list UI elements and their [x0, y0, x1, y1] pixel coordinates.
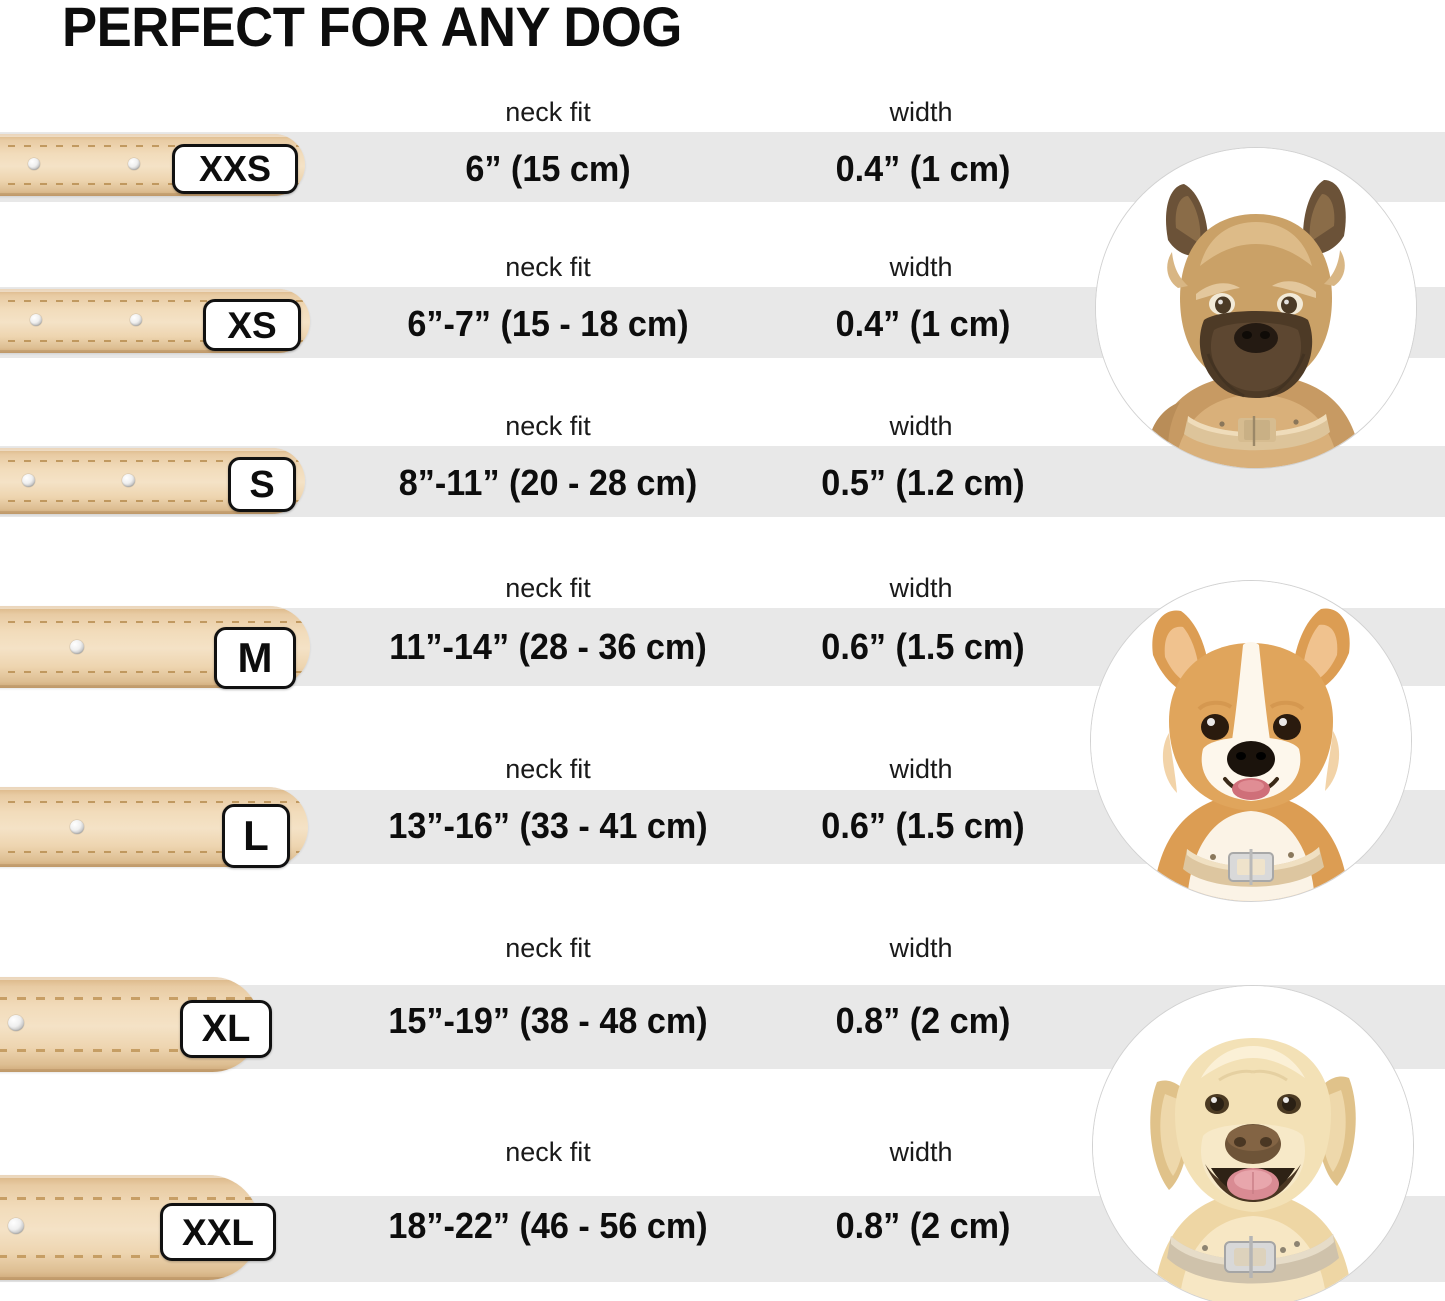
size-label: XXS [198, 148, 272, 189]
neck-fit-header: neck fit [505, 933, 591, 963]
neck-fit-value: 6”-7” (15 - 18 cm) [407, 303, 689, 344]
terrier-dog-photo [1095, 147, 1417, 469]
size-label: XS [227, 304, 277, 346]
collar-rivet [122, 474, 135, 487]
neck-fit-header: neck fit [505, 1137, 591, 1167]
page-title: PERFECT FOR ANY DOG [62, 0, 682, 58]
width-header: width [889, 252, 953, 282]
size-label: XXL [182, 1211, 254, 1253]
width-header: width [889, 754, 953, 784]
width-value: 0.8” (2 cm) [835, 1000, 1011, 1041]
width-value: 0.4” (1 cm) [835, 303, 1011, 344]
neck-fit-value: 15”-19” (38 - 48 cm) [388, 1000, 708, 1041]
size-badge-xxl: XXL [160, 1203, 276, 1261]
size-badge-xxs: XXS [172, 144, 298, 194]
collar-rivet [30, 314, 42, 326]
size-badge-m: M [214, 627, 296, 689]
size-badge-xs: XS [203, 299, 301, 351]
size-label: S [249, 463, 275, 506]
collar-rivet [70, 820, 84, 834]
neck-fit-header: neck fit [505, 573, 591, 603]
collar-rivet [130, 314, 142, 326]
size-badge-s: S [228, 457, 296, 512]
collar-rivet [22, 474, 35, 487]
collar-rivet [8, 1015, 24, 1031]
width-value: 0.6” (1.5 cm) [821, 805, 1025, 846]
width-header: width [889, 97, 953, 127]
neck-fit-header: neck fit [505, 411, 591, 441]
neck-fit-header: neck fit [505, 252, 591, 282]
width-value: 0.5” (1.2 cm) [821, 462, 1025, 503]
collar-rivet [8, 1218, 24, 1234]
neck-fit-value: 13”-16” (33 - 41 cm) [388, 805, 708, 846]
width-value: 0.4” (1 cm) [835, 148, 1011, 189]
width-header: width [889, 573, 953, 603]
neck-fit-value: 11”-14” (28 - 36 cm) [389, 626, 707, 667]
corgi-dog-photo [1090, 580, 1412, 902]
neck-fit-header: neck fit [505, 754, 591, 784]
width-header: width [889, 1137, 953, 1167]
neck-fit-value: 6” (15 cm) [465, 148, 631, 189]
collar-rivet [70, 640, 84, 654]
neck-fit-value: 8”-11” (20 - 28 cm) [398, 462, 698, 503]
size-label: M [237, 634, 273, 681]
size-badge-xl: XL [180, 1000, 272, 1058]
neck-fit-value: 18”-22” (46 - 56 cm) [388, 1205, 708, 1246]
collar-rivet [128, 158, 140, 170]
labrador-dog-photo [1092, 985, 1414, 1301]
size-label: XL [201, 1008, 251, 1050]
collar-rivet [28, 158, 40, 170]
size-badge-l: L [222, 804, 290, 868]
width-value: 0.8” (2 cm) [835, 1205, 1011, 1246]
width-header: width [889, 933, 953, 963]
neck-fit-header: neck fit [505, 97, 591, 127]
width-header: width [889, 411, 953, 441]
width-value: 0.6” (1.5 cm) [821, 626, 1025, 667]
size-label: L [243, 812, 269, 859]
